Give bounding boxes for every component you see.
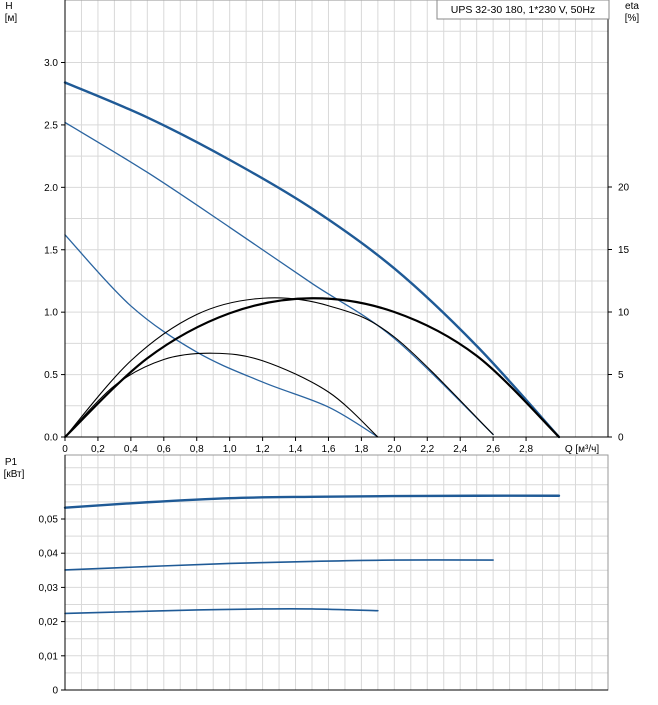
top-x-tick-label: 2,2 xyxy=(420,444,434,455)
top-x-tick-label: 2,4 xyxy=(453,444,467,455)
top-plot-axes: 0.0 0.5 1.0 1.5 2.0 2.5 3.0 0 5 10 15 20 0 0,2 0,4 0,6 0… xyxy=(44,0,630,455)
eta-curve-5 xyxy=(64,352,379,438)
top-y-tick-label: 2.0 xyxy=(44,183,58,194)
power-curve-1 xyxy=(64,559,494,571)
bottom-plot-grid xyxy=(64,454,609,691)
top-y2-tick-label: 10 xyxy=(618,308,630,319)
top-y-tick-label: 3.0 xyxy=(44,58,58,69)
top-ylabel-line2: [м] xyxy=(5,13,18,24)
top-y2-tick-label: 15 xyxy=(618,245,630,256)
top-x-tick-label: 2,0 xyxy=(387,444,401,455)
top-y-tick-label: 0.0 xyxy=(44,433,58,444)
top-y2-tick-label: 20 xyxy=(618,183,630,194)
bottom-y-tick-label: 0 xyxy=(52,686,58,697)
head-curve-2 xyxy=(64,234,379,438)
top-y-tick-label: 1.5 xyxy=(44,245,58,256)
power-curve-2 xyxy=(64,607,379,615)
head-curve-1 xyxy=(64,121,494,436)
bottom-plot-series xyxy=(63,494,561,615)
top-x-axis-label: Q [м³/ч] xyxy=(565,444,600,455)
top-x-tick-label: 1,0 xyxy=(223,444,237,455)
top-x-tick-label: 1,6 xyxy=(322,444,336,455)
top-x-tick-label: 1,4 xyxy=(289,444,303,455)
top-x-tick-label: 2,8 xyxy=(519,444,533,455)
bottom-y-tick-label: 0,01 xyxy=(39,651,59,662)
eta-curve-3 xyxy=(63,297,561,439)
top-y2label-line2: [%] xyxy=(625,13,640,24)
bottom-y-tick-label: 0,03 xyxy=(39,583,59,594)
legend-box xyxy=(436,0,610,20)
top-x-tick-label: 1,2 xyxy=(256,444,270,455)
top-x-tick-label: 0,6 xyxy=(157,444,171,455)
bottom-ylabel-line1: P1 xyxy=(5,457,18,468)
top-x-tick-label: 0,4 xyxy=(124,444,138,455)
top-x-tick-label: 0,8 xyxy=(190,444,204,455)
eta-curve-4 xyxy=(64,297,494,438)
legend-text: UPS 32-30 180, 1*230 V, 50Hz xyxy=(451,4,595,16)
top-x-tick-label: 0 xyxy=(62,444,68,455)
top-ylabel-line1: H xyxy=(5,1,12,12)
top-x-tick-label: 1,8 xyxy=(354,444,368,455)
power-curve-0 xyxy=(63,494,561,509)
top-y2-tick-label: 5 xyxy=(618,370,624,381)
bottom-plot-axes: 0 0,01 0,02 0,03 0,04 0,05 xyxy=(39,455,608,697)
top-x-tick-label: 0,2 xyxy=(91,444,105,455)
head-curve-0 xyxy=(63,81,561,439)
top-plot-grid xyxy=(64,0,609,438)
top-y-tick-label: 1.0 xyxy=(44,308,58,319)
top-y-tick-label: 0.5 xyxy=(44,370,58,381)
bottom-y-tick-label: 0,02 xyxy=(39,617,59,628)
top-y2label-line1: eta xyxy=(625,1,639,12)
bottom-ylabel-line2: [кВт] xyxy=(4,469,25,480)
bottom-y-tick-label: 0,04 xyxy=(39,549,59,560)
top-x-tick-label: 2,6 xyxy=(486,444,500,455)
top-y2-tick-label: 0 xyxy=(618,433,624,444)
top-y-tick-label: 2.5 xyxy=(44,120,58,131)
top-plot-series xyxy=(63,81,561,439)
bottom-y-tick-label: 0,05 xyxy=(39,515,59,526)
